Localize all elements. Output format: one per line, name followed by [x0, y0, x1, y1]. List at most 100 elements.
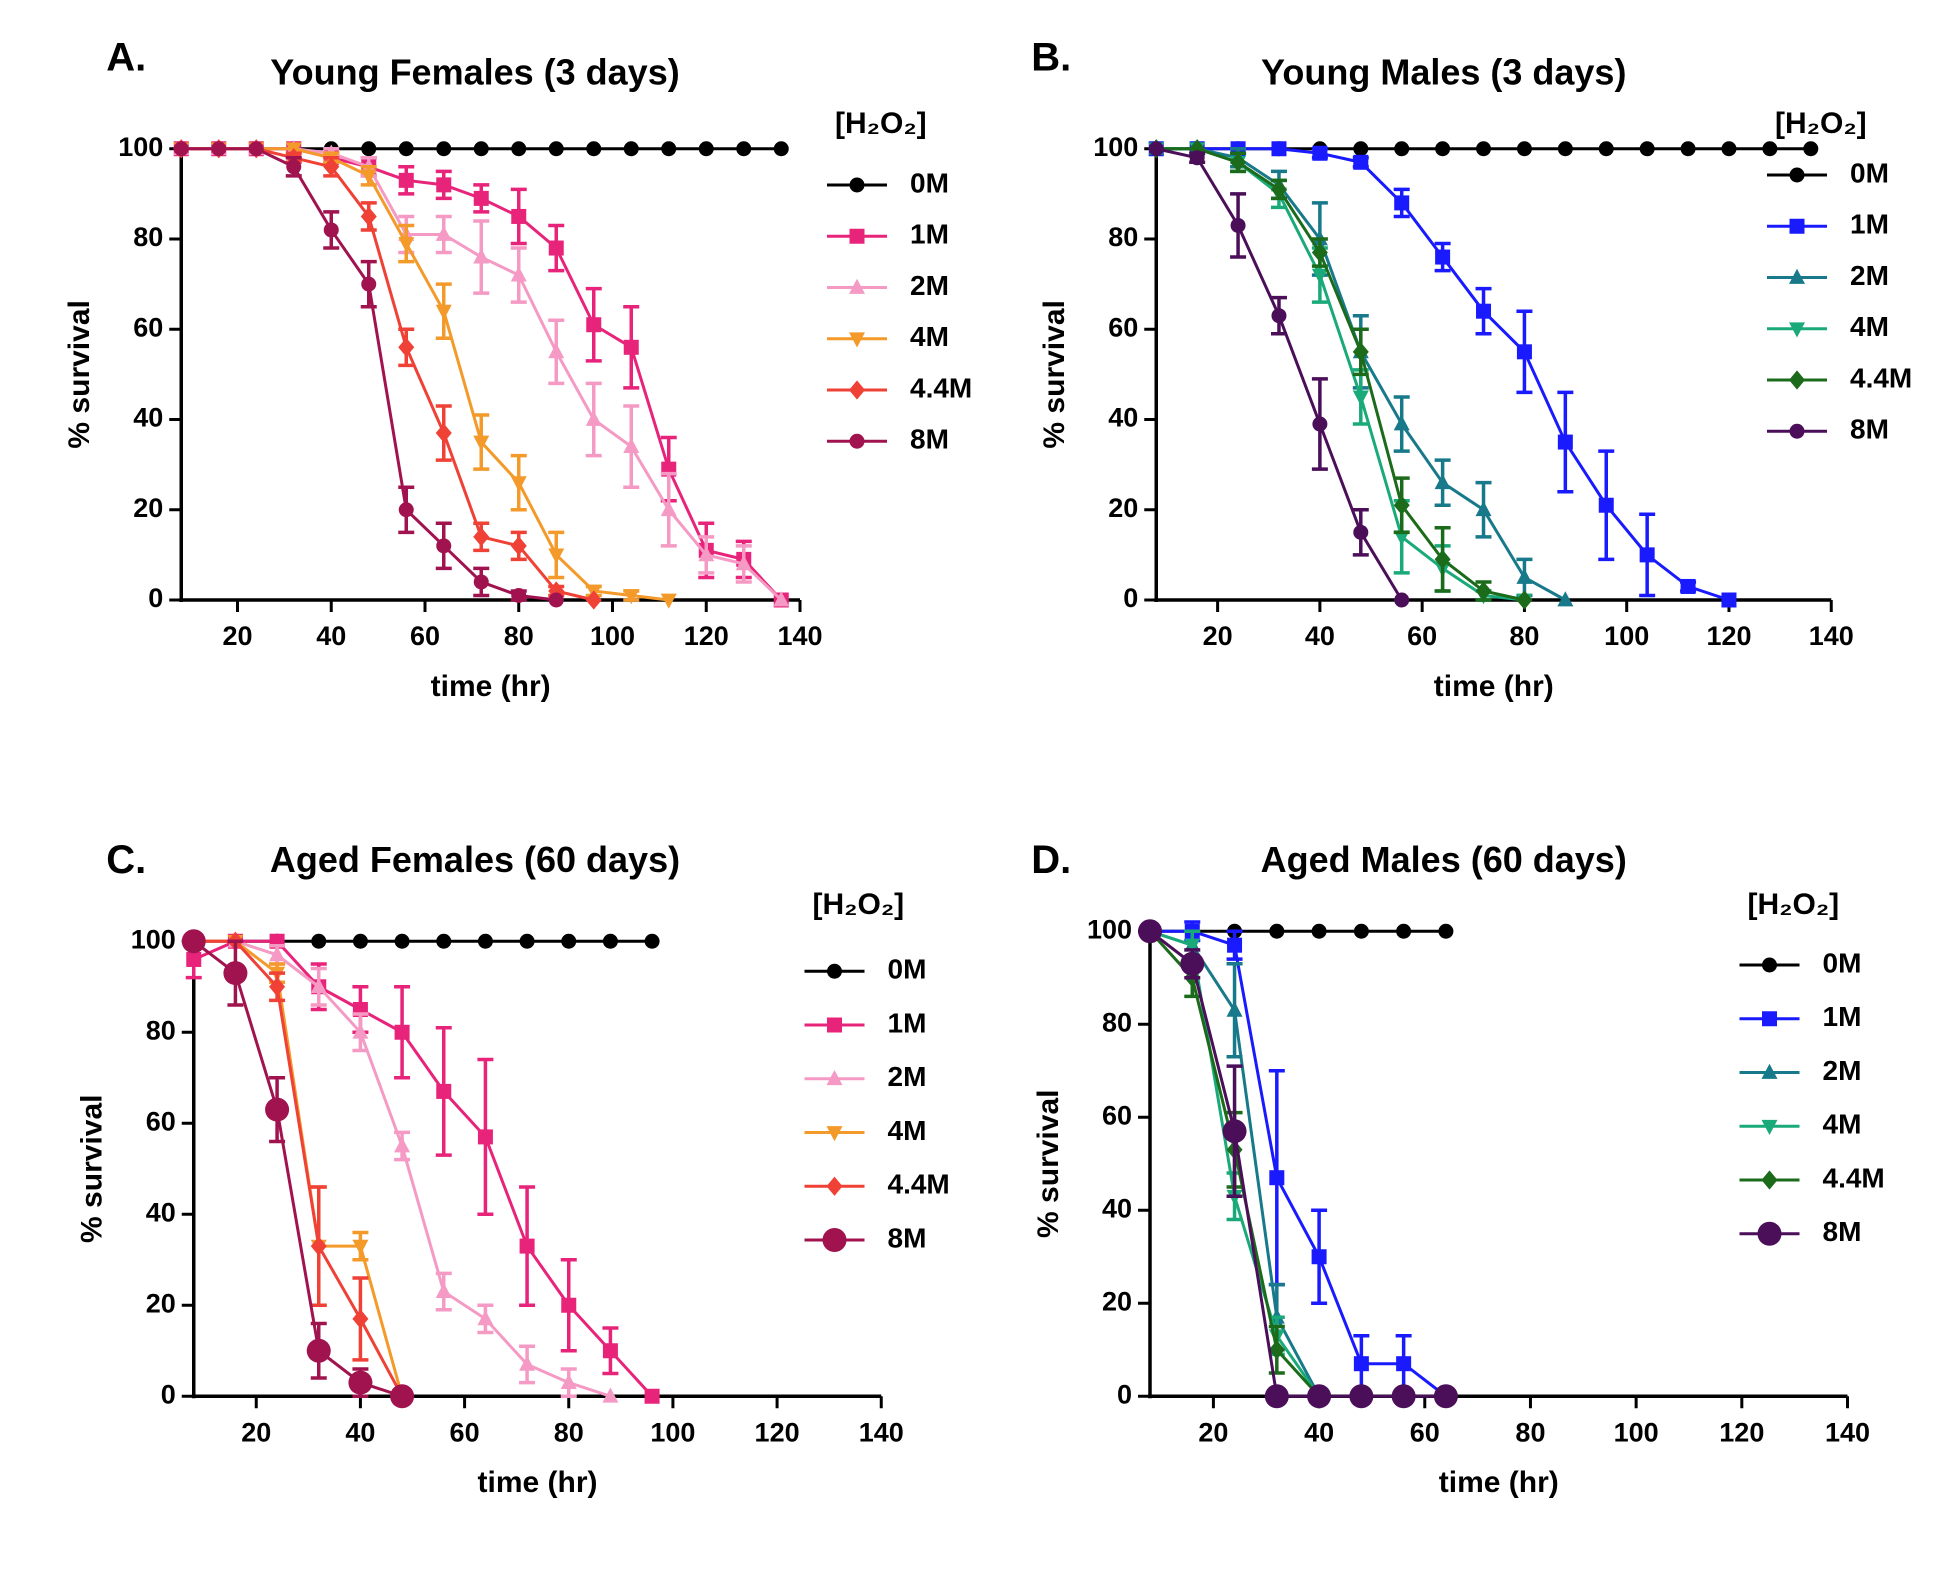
data-point — [311, 933, 327, 949]
legend-marker — [1789, 268, 1805, 284]
data-point — [548, 548, 565, 564]
legend-label: 4.4M — [1823, 1162, 1885, 1193]
data-point — [586, 317, 602, 333]
data-point — [548, 592, 564, 608]
data-point — [1516, 141, 1532, 157]
y-tick-label: 20 — [1108, 493, 1138, 523]
panel-label: D. — [1031, 838, 1071, 882]
data-point — [1762, 141, 1778, 157]
data-point — [1476, 141, 1492, 157]
data-point — [1438, 923, 1454, 939]
legend-marker — [1757, 1221, 1782, 1246]
data-point — [1189, 150, 1205, 166]
data-point — [1270, 179, 1287, 199]
data-point — [1394, 592, 1410, 608]
y-tick-label: 60 — [146, 1106, 176, 1136]
x-tick-label: 20 — [222, 621, 252, 651]
data-point — [360, 206, 377, 227]
legend-label: 4M — [888, 1115, 927, 1146]
data-point — [510, 476, 527, 492]
legend-marker — [1761, 1119, 1778, 1136]
legend-marker — [1789, 370, 1805, 390]
data-point — [519, 933, 535, 949]
x-tick-label: 120 — [684, 621, 729, 651]
legend-marker — [827, 963, 842, 979]
data-point — [398, 337, 415, 357]
data-point — [1312, 416, 1328, 432]
legend-marker — [826, 1176, 843, 1196]
y-tick-label: 60 — [133, 312, 163, 342]
data-point — [473, 574, 489, 590]
y-tick-label: 20 — [1102, 1286, 1132, 1316]
x-tick-label: 20 — [241, 1417, 271, 1447]
data-point — [436, 933, 452, 949]
data-point — [698, 546, 715, 562]
legend-marker — [822, 1228, 847, 1252]
data-point — [1311, 242, 1328, 263]
x-tick-label: 60 — [1410, 1417, 1440, 1447]
y-tick-label: 40 — [133, 403, 163, 433]
data-point — [548, 581, 565, 601]
data-point — [585, 590, 602, 610]
data-point — [306, 1338, 331, 1363]
data-point — [1307, 1384, 1332, 1409]
legend-label: 2M — [1850, 260, 1889, 291]
y-tick-label: 0 — [148, 583, 163, 613]
y-tick-label: 100 — [1093, 132, 1138, 162]
data-point — [360, 169, 377, 185]
legend-title: [H₂O₂] — [1748, 888, 1840, 921]
series-line — [1156, 147, 1525, 602]
x-tick-label: 60 — [410, 621, 440, 651]
legend-label: 4M — [910, 321, 949, 352]
legend-marker — [1789, 423, 1805, 439]
data-point — [586, 141, 602, 157]
y-axis-label: % survival — [76, 1095, 109, 1243]
series-line — [1150, 929, 1447, 1398]
data-point — [660, 500, 677, 517]
data-point — [223, 961, 248, 986]
data-point — [435, 423, 452, 443]
data-point — [1557, 434, 1573, 450]
data-point — [323, 157, 340, 177]
legend-marker — [826, 1069, 843, 1086]
data-point — [519, 1355, 536, 1371]
y-tick-label: 0 — [161, 1379, 176, 1409]
data-point — [519, 1238, 535, 1254]
data-point — [1391, 1384, 1416, 1409]
data-point — [1393, 415, 1410, 431]
data-point — [511, 208, 527, 224]
data-point — [310, 1236, 327, 1256]
y-axis-label: % survival — [63, 300, 96, 448]
x-tick-label: 40 — [316, 621, 346, 651]
data-point — [1557, 591, 1574, 607]
data-point — [352, 933, 368, 949]
data-point — [1433, 1384, 1458, 1409]
data-point — [477, 1310, 494, 1326]
data-point — [398, 237, 415, 253]
data-point — [286, 159, 302, 175]
data-point — [1353, 1356, 1369, 1372]
data-point — [660, 593, 677, 609]
y-tick-label: 80 — [146, 1015, 176, 1045]
legend-marker — [849, 228, 865, 244]
data-point — [1721, 141, 1737, 157]
data-point — [1311, 923, 1327, 939]
data-point — [473, 527, 490, 547]
panel: D. Aged Males (60 days) 0 20 40 60 80 100 20 40 60… — [1031, 838, 1885, 1499]
y-tick-label: 100 — [131, 924, 176, 954]
data-point — [394, 1024, 410, 1040]
data-point — [1271, 141, 1287, 157]
y-axis-label: % survival — [1038, 300, 1071, 448]
data-point — [173, 141, 189, 157]
x-tick-label: 140 — [777, 621, 822, 651]
data-point — [1352, 390, 1369, 406]
data-point — [585, 410, 602, 426]
y-tick-label: 40 — [1108, 403, 1138, 433]
data-point — [1721, 592, 1737, 608]
y-tick-label: 100 — [1087, 914, 1132, 944]
legend-marker — [826, 1126, 843, 1142]
data-point — [436, 141, 452, 157]
data-point — [436, 1083, 452, 1099]
data-point — [511, 141, 527, 157]
